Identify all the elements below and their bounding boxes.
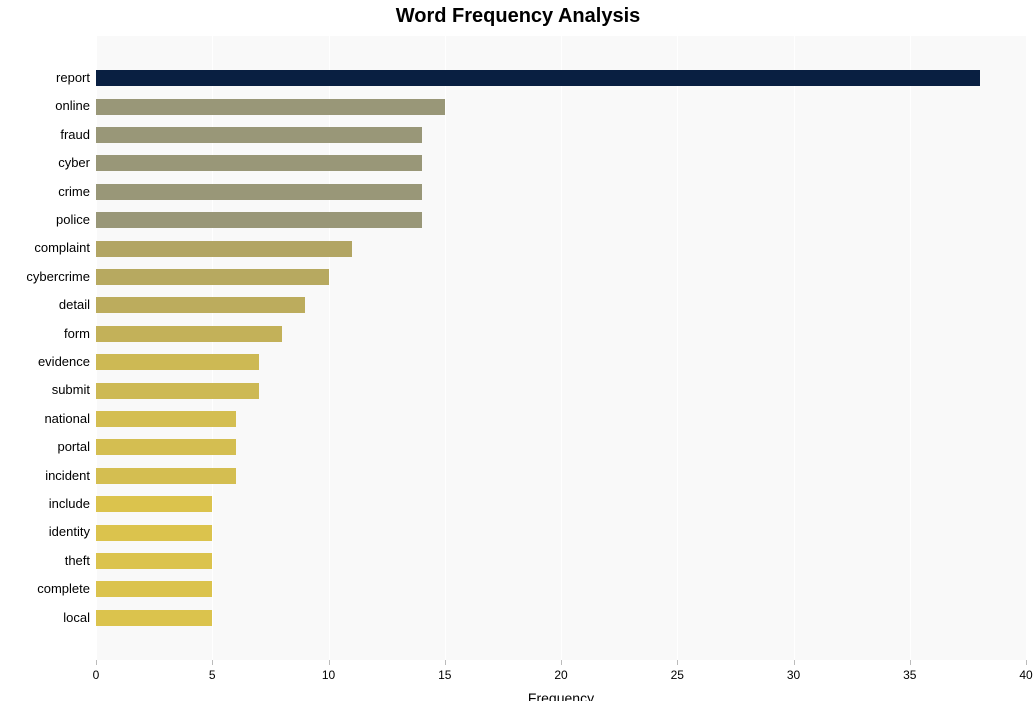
x-tick-mark [1026, 660, 1027, 665]
bar-row: complaint [96, 234, 1026, 262]
y-tick-label: evidence [38, 348, 90, 376]
bar [96, 354, 259, 370]
bar [96, 610, 212, 626]
y-tick-label: cyber [58, 149, 90, 177]
y-tick-label: submit [52, 376, 90, 404]
x-tick-label: 25 [671, 668, 684, 682]
bar-row: identity [96, 518, 1026, 546]
x-tick-label: 15 [438, 668, 451, 682]
bar [96, 383, 259, 399]
bar-row: include [96, 490, 1026, 518]
y-tick-label: form [64, 320, 90, 348]
y-tick-label: identity [49, 518, 90, 546]
bar [96, 127, 422, 143]
bar [96, 99, 445, 115]
x-tick-mark [96, 660, 97, 665]
bar-row: detail [96, 291, 1026, 319]
bar [96, 269, 329, 285]
x-tick-mark [910, 660, 911, 665]
x-tick-mark [212, 660, 213, 665]
bar [96, 411, 236, 427]
x-axis-label: Frequency [528, 690, 594, 701]
y-tick-label: complete [37, 575, 90, 603]
chart-container: Word Frequency Analysis Frequency 051015… [0, 0, 1036, 701]
bar-row: cyber [96, 149, 1026, 177]
y-tick-label: theft [65, 547, 90, 575]
x-tick-label: 35 [903, 668, 916, 682]
y-tick-label: detail [59, 291, 90, 319]
x-tick-label: 0 [93, 668, 100, 682]
bar-row: portal [96, 433, 1026, 461]
bar-row: submit [96, 376, 1026, 404]
bar [96, 241, 352, 257]
bar-row: crime [96, 178, 1026, 206]
bar [96, 525, 212, 541]
bar [96, 70, 980, 86]
x-tick-mark [561, 660, 562, 665]
y-tick-label: local [63, 604, 90, 632]
x-tick-label: 30 [787, 668, 800, 682]
y-tick-label: report [56, 64, 90, 92]
bar [96, 581, 212, 597]
bar-row: theft [96, 547, 1026, 575]
bar [96, 155, 422, 171]
bar-row: fraud [96, 121, 1026, 149]
bar-row: evidence [96, 348, 1026, 376]
bar-row: online [96, 92, 1026, 120]
x-tick-label: 40 [1019, 668, 1032, 682]
y-tick-label: complaint [34, 234, 90, 262]
bar [96, 496, 212, 512]
bar [96, 212, 422, 228]
bar-row: national [96, 405, 1026, 433]
bar [96, 297, 305, 313]
x-tick-label: 10 [322, 668, 335, 682]
x-tick-label: 5 [209, 668, 216, 682]
y-tick-label: police [56, 206, 90, 234]
bar [96, 553, 212, 569]
y-tick-label: cybercrime [26, 263, 90, 291]
bar [96, 468, 236, 484]
bar-row: police [96, 206, 1026, 234]
x-tick-mark [445, 660, 446, 665]
bar-row: cybercrime [96, 263, 1026, 291]
y-tick-label: portal [57, 433, 90, 461]
y-tick-label: national [44, 405, 90, 433]
y-tick-label: include [49, 490, 90, 518]
x-tick-label: 20 [554, 668, 567, 682]
x-tick-mark [677, 660, 678, 665]
chart-title: Word Frequency Analysis [0, 5, 1036, 28]
bar [96, 184, 422, 200]
bar-row: complete [96, 575, 1026, 603]
y-tick-label: crime [58, 178, 90, 206]
bar [96, 439, 236, 455]
bar-row: report [96, 64, 1026, 92]
y-tick-label: online [55, 92, 90, 120]
bar [96, 326, 282, 342]
y-tick-label: incident [45, 462, 90, 490]
bar-row: form [96, 320, 1026, 348]
y-tick-label: fraud [60, 121, 90, 149]
plot-area: Frequency 0510152025303540reportonlinefr… [96, 36, 1026, 660]
bar-row: local [96, 604, 1026, 632]
bar-row: incident [96, 462, 1026, 490]
x-tick-mark [794, 660, 795, 665]
gridline [1026, 36, 1027, 660]
x-tick-mark [329, 660, 330, 665]
